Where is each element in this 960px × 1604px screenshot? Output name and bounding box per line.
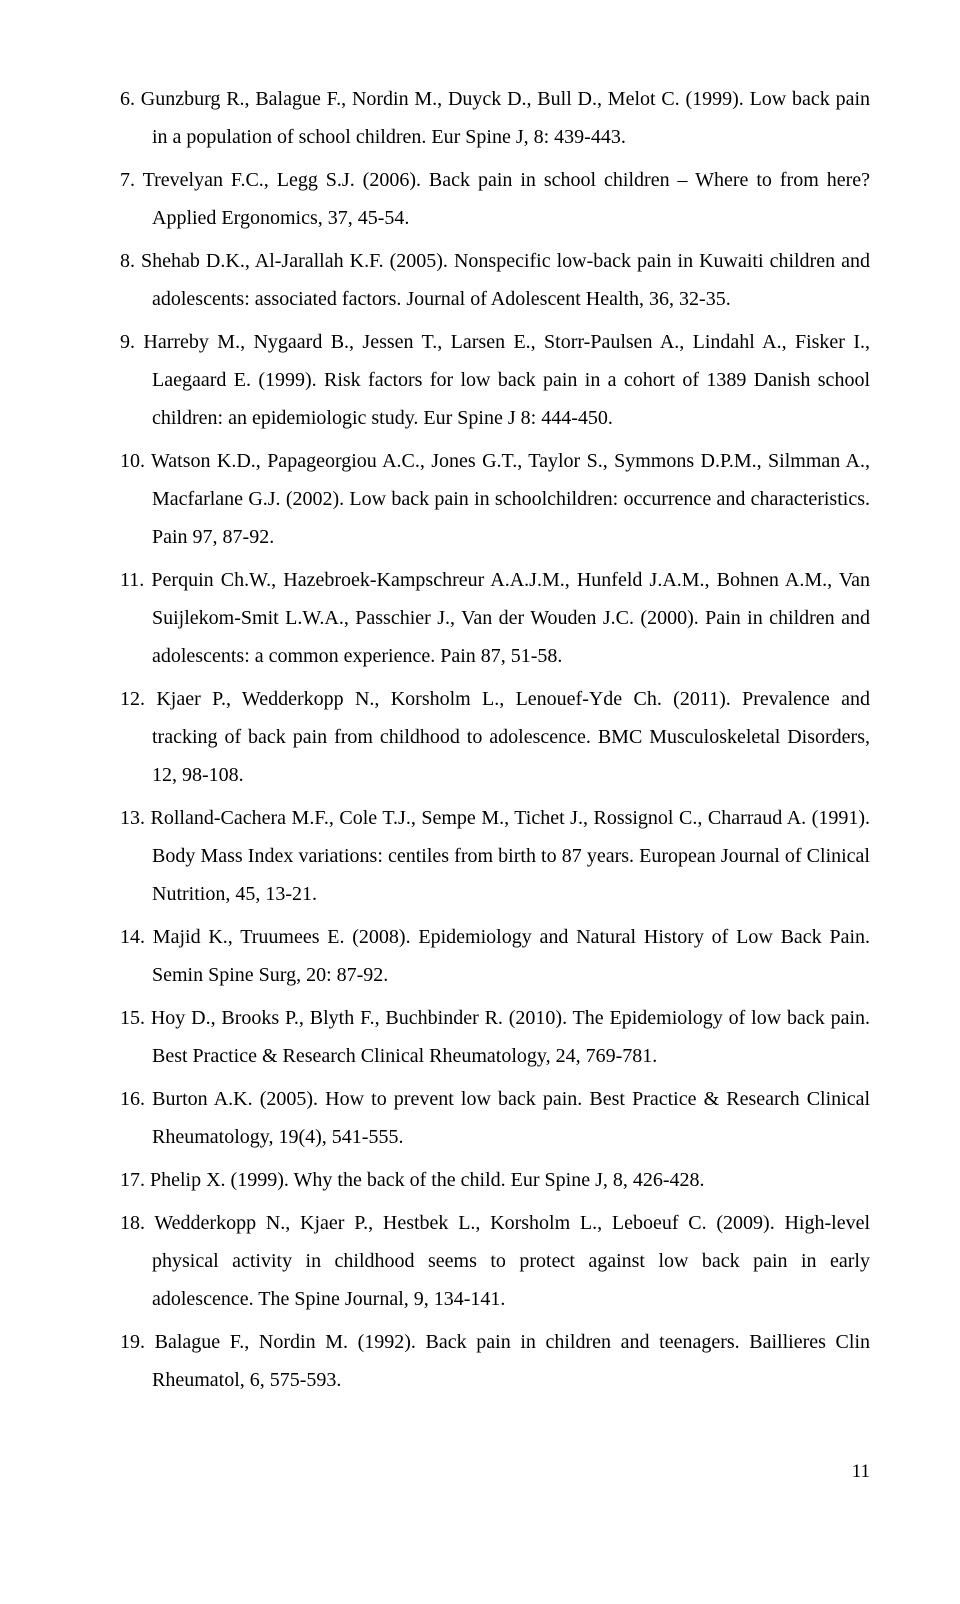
reference-number: 19. (120, 1331, 145, 1353)
reference-item: 7. Trevelyan F.C., Legg S.J. (2006). Bac… (120, 161, 870, 237)
reference-text: Trevelyan F.C., Legg S.J. (2006). Back p… (143, 169, 870, 229)
reference-number: 18. (120, 1212, 145, 1234)
reference-number: 13. (120, 807, 145, 829)
reference-text: Kjaer P., Wedderkopp N., Korsholm L., Le… (152, 688, 870, 786)
reference-item: 12. Kjaer P., Wedderkopp N., Korsholm L.… (120, 680, 870, 794)
reference-item: 15. Hoy D., Brooks P., Blyth F., Buchbin… (120, 999, 870, 1075)
reference-number: 10. (120, 450, 145, 472)
reference-text: Phelip X. (1999). Why the back of the ch… (150, 1169, 705, 1191)
reference-item: 18. Wedderkopp N., Kjaer P., Hestbek L.,… (120, 1204, 870, 1318)
reference-item: 9. Harreby M., Nygaard B., Jessen T., La… (120, 323, 870, 437)
page-number: 11 (120, 1454, 870, 1490)
reference-text: Watson K.D., Papageorgiou A.C., Jones G.… (151, 450, 870, 548)
reference-item: 10. Watson K.D., Papageorgiou A.C., Jone… (120, 442, 870, 556)
reference-item: 8. Shehab D.K., Al-Jarallah K.F. (2005).… (120, 242, 870, 318)
reference-number: 8. (120, 250, 135, 272)
reference-number: 6. (120, 88, 135, 110)
reference-item: 11. Perquin Ch.W., Hazebroek-Kampschreur… (120, 561, 870, 675)
reference-text: Rolland-Cachera M.F., Cole T.J., Sempe M… (151, 807, 870, 905)
reference-item: 14. Majid K., Truumees E. (2008). Epidem… (120, 918, 870, 994)
reference-text: Perquin Ch.W., Hazebroek-Kampschreur A.A… (151, 569, 870, 667)
reference-number: 16. (120, 1088, 145, 1110)
reference-text: Shehab D.K., Al-Jarallah K.F. (2005). No… (141, 250, 870, 310)
reference-text: Harreby M., Nygaard B., Jessen T., Larse… (143, 331, 870, 429)
reference-item: 17. Phelip X. (1999). Why the back of th… (120, 1161, 870, 1199)
reference-number: 12. (120, 688, 145, 710)
reference-item: 13. Rolland-Cachera M.F., Cole T.J., Sem… (120, 799, 870, 913)
reference-text: Balague F., Nordin M. (1992). Back pain … (152, 1331, 870, 1391)
reference-text: Burton A.K. (2005). How to prevent low b… (152, 1088, 870, 1148)
reference-text: Majid K., Truumees E. (2008). Epidemiolo… (152, 926, 870, 986)
reference-list: 6. Gunzburg R., Balague F., Nordin M., D… (120, 80, 870, 1399)
reference-number: 15. (120, 1007, 145, 1029)
reference-number: 14. (120, 926, 145, 948)
reference-item: 19. Balague F., Nordin M. (1992). Back p… (120, 1323, 870, 1399)
reference-number: 17. (120, 1169, 145, 1191)
reference-item: 16. Burton A.K. (2005). How to prevent l… (120, 1080, 870, 1156)
reference-text: Hoy D., Brooks P., Blyth F., Buchbinder … (151, 1007, 870, 1067)
reference-item: 6. Gunzburg R., Balague F., Nordin M., D… (120, 80, 870, 156)
reference-text: Gunzburg R., Balague F., Nordin M., Duyc… (141, 88, 870, 148)
reference-number: 7. (120, 169, 135, 191)
reference-text: Wedderkopp N., Kjaer P., Hestbek L., Kor… (152, 1212, 870, 1310)
reference-number: 9. (120, 331, 135, 353)
reference-number: 11. (120, 569, 144, 591)
